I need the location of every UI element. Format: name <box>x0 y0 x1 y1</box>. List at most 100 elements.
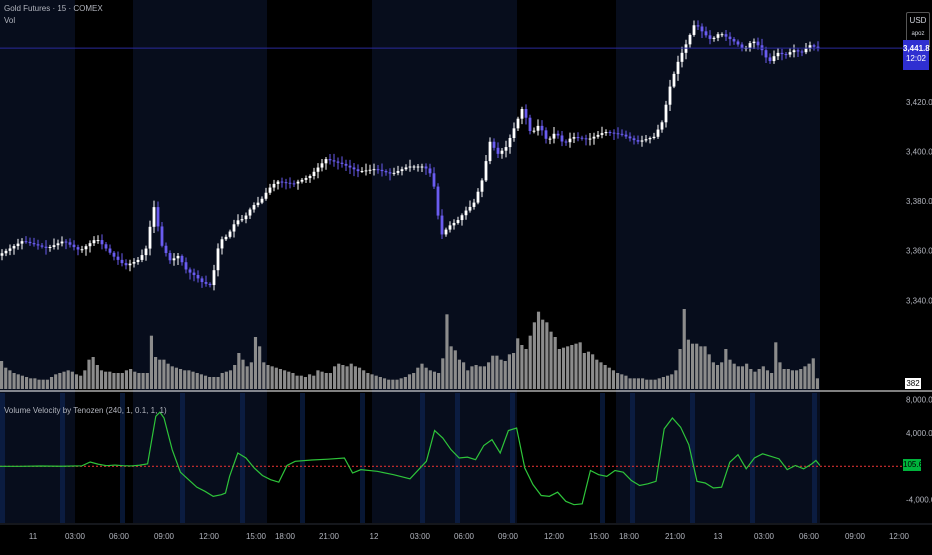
volume-bar <box>678 349 682 389</box>
candle-body <box>788 52 792 55</box>
volume-bar <box>545 322 549 389</box>
volume-bar <box>216 377 220 389</box>
candle-body <box>640 140 644 142</box>
candle-body <box>268 187 272 193</box>
volume-bar <box>711 362 715 389</box>
candle-body <box>672 73 676 87</box>
oscillator-axis-label: 8,000.0 <box>906 396 932 405</box>
candle-body <box>568 138 572 143</box>
volume-bar <box>374 375 378 389</box>
candle-body <box>456 220 460 223</box>
time-axis-label: 12:00 <box>199 532 220 541</box>
candle-body <box>388 172 392 174</box>
volume-bar <box>108 371 112 389</box>
candle-body <box>368 169 372 171</box>
volume-bar <box>145 373 149 389</box>
indicator-title[interactable]: Volume Velocity by Tenozen (240, 1, 0.1,… <box>4 406 167 415</box>
volume-bar <box>349 363 353 389</box>
candle-body <box>468 206 472 211</box>
volume-bar <box>233 365 237 389</box>
candle-body <box>192 272 196 276</box>
session-marker <box>750 393 755 523</box>
volume-bar <box>266 365 270 389</box>
volume-bar <box>224 371 228 389</box>
candle-body <box>68 242 72 245</box>
volume-bar <box>516 338 520 389</box>
session-marker <box>600 393 605 523</box>
candle-body <box>676 61 680 74</box>
volume-bar <box>79 375 83 389</box>
session-marker <box>455 393 460 523</box>
candle-body <box>120 259 124 264</box>
volume-bar <box>437 373 441 389</box>
volume-bar <box>166 363 170 389</box>
candle-body <box>180 255 184 263</box>
candle-body <box>544 130 548 139</box>
volume-bar <box>212 377 216 389</box>
volume-bar <box>37 379 41 389</box>
candle-body <box>280 181 284 183</box>
volume-bar <box>707 354 711 389</box>
volume-bar <box>316 370 320 389</box>
volume-bar <box>699 346 703 389</box>
candle-body <box>584 138 588 140</box>
candle-body <box>752 41 756 44</box>
volume-bar <box>470 366 474 389</box>
candle-body <box>524 109 528 118</box>
candle-body <box>632 138 636 141</box>
volume-bar <box>258 346 262 389</box>
candle-body <box>704 31 708 36</box>
volume-bar <box>62 371 66 389</box>
volume-bar <box>162 359 166 389</box>
time-axis-label: 09:00 <box>498 532 519 541</box>
volume-bar <box>815 378 819 389</box>
candle-body <box>712 37 716 39</box>
candle-body <box>420 166 424 168</box>
candle-body <box>732 39 736 42</box>
volume-bar <box>407 374 412 389</box>
volume-bar <box>99 370 104 389</box>
time-axis-label: 21:00 <box>319 532 340 541</box>
candle-body <box>272 183 276 188</box>
volume-bar <box>58 373 62 389</box>
candle-body <box>408 166 412 168</box>
candle-body <box>592 136 596 139</box>
volume-bar <box>511 353 516 389</box>
candle-body <box>496 147 500 154</box>
candle-body <box>160 226 164 246</box>
volume-bar <box>12 373 16 389</box>
candle-body <box>392 172 396 174</box>
volume-label[interactable]: Vol <box>4 16 16 25</box>
symbol-title[interactable]: Gold Futures · 15 · COMEX <box>4 4 103 13</box>
volume-bar <box>33 378 37 389</box>
candle-body <box>124 263 128 266</box>
time-axis-label: 11 <box>29 532 38 541</box>
volume-bar <box>370 374 374 389</box>
candle-body <box>128 263 132 266</box>
volume-bar <box>566 346 570 389</box>
candle-body <box>580 137 584 139</box>
candle-body <box>168 253 172 261</box>
candle-body <box>116 256 120 260</box>
volume-bar <box>83 370 87 389</box>
volume-bar <box>645 379 649 389</box>
time-axis-label: 13 <box>714 532 723 541</box>
volume-bar <box>16 374 20 389</box>
volume-bar <box>195 373 199 389</box>
candle-body <box>796 50 800 52</box>
candle-body <box>232 224 236 232</box>
candle-body <box>412 166 416 168</box>
candle-body <box>664 104 668 123</box>
candle-body <box>396 171 400 173</box>
volume-bar <box>341 365 345 389</box>
volume-bar <box>203 375 208 389</box>
candle-body <box>436 186 440 216</box>
candle-body <box>148 226 152 249</box>
volume-bar <box>499 359 503 389</box>
volume-bar <box>104 371 108 389</box>
candle-body <box>184 262 188 270</box>
volume-bar <box>449 346 453 389</box>
volume-bar <box>591 354 595 389</box>
